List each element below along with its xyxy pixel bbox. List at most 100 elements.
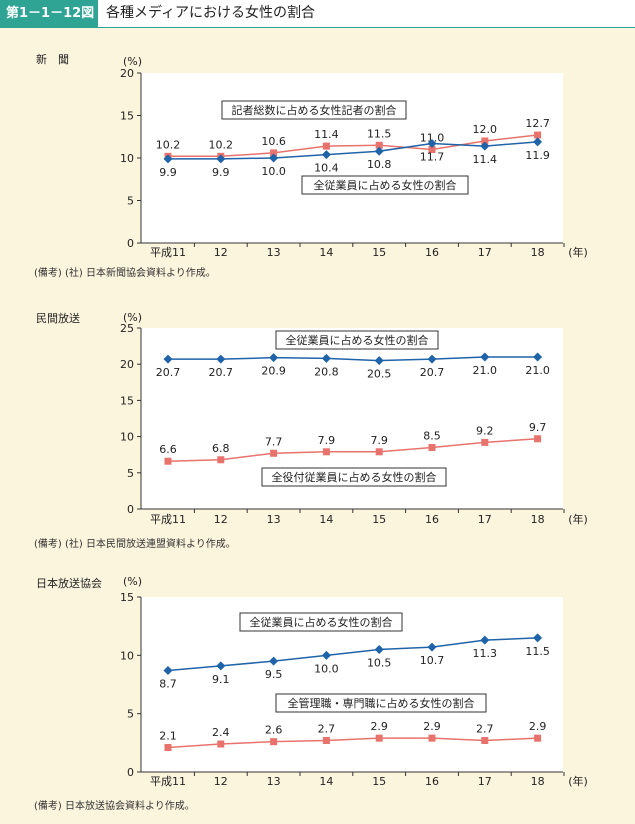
data-label: 6.8 — [212, 442, 230, 455]
data-point-diamond — [216, 154, 226, 164]
data-label: 9.7 — [529, 421, 547, 434]
chart-3-nhk: 0 5 10 15 平成11 12 13 14 15 16 17 18 (年) 8.7 9.1 9.5 10.0… — [120, 591, 588, 788]
figure-number: 第1－1－12図 — [0, 0, 98, 27]
x-tick-label: 13 — [267, 775, 281, 788]
data-label: 20.7 — [156, 366, 181, 379]
data-point-diamond — [427, 642, 437, 652]
chart-2-label: 民間放送 — [36, 312, 80, 325]
data-point-square — [270, 449, 278, 457]
series-line-1 — [168, 356, 538, 362]
data-point-diamond — [480, 635, 490, 645]
data-label: 2.6 — [265, 724, 283, 737]
y-tick-label: 10 — [120, 649, 134, 662]
data-label: 6.6 — [159, 443, 177, 456]
data-point-diamond — [163, 154, 173, 164]
callout-box — [301, 175, 469, 195]
x-tick-label: 12 — [214, 513, 228, 526]
data-point-square — [534, 131, 542, 139]
data-point-diamond — [321, 150, 331, 160]
data-label: 2.1 — [159, 730, 177, 743]
x-tick-label: 16 — [425, 513, 439, 526]
data-point-square — [164, 457, 172, 465]
data-label: 20.7 — [420, 366, 445, 379]
data-label: 9.9 — [159, 166, 177, 179]
data-label: 11.4 — [473, 153, 498, 166]
y-tick-label: 15 — [120, 591, 134, 604]
data-point-square — [270, 149, 278, 157]
x-tick-label: 14 — [319, 775, 333, 788]
data-point-diamond — [269, 656, 279, 666]
data-label: 9.1 — [212, 673, 230, 686]
data-point-square — [428, 734, 436, 742]
callout-label: 全役付従業員に占める女性の割合 — [272, 470, 437, 484]
data-label: 2.9 — [370, 720, 388, 733]
x-tick-label: 12 — [214, 246, 228, 259]
data-point-square — [481, 737, 489, 744]
data-point-diamond — [480, 141, 490, 151]
data-point-square — [481, 137, 489, 145]
data-label: 9.5 — [265, 668, 283, 681]
x-tick-label: 15 — [372, 513, 386, 526]
data-point-diamond — [533, 633, 543, 643]
data-label: 20.9 — [261, 365, 286, 378]
figure-title: 各種メディアにおける女性の割合 — [106, 5, 316, 21]
series-line-2 — [168, 141, 538, 160]
data-label: 20.8 — [314, 365, 339, 378]
chart-3-label: 日本放送協会 — [36, 577, 102, 590]
data-point-diamond — [321, 650, 331, 660]
data-label: 10.5 — [367, 657, 392, 670]
y-tick-label: 20 — [120, 67, 134, 80]
callout-label: 全従業員に占める女性の割合 — [314, 178, 457, 192]
data-point-diamond — [427, 354, 437, 364]
chart-3-note: (備考) 日本放送協会資料より作成。 — [34, 801, 195, 812]
x-tick-label: 18 — [531, 246, 545, 259]
data-label: 12.0 — [473, 123, 498, 136]
callout-label: 全従業員に占める女性の割合 — [286, 333, 429, 347]
callout-box — [275, 330, 439, 350]
data-label: 10.0 — [314, 662, 339, 675]
data-point-square — [217, 740, 225, 748]
y-tick-label: 5 — [127, 708, 134, 721]
data-point-square — [217, 456, 225, 464]
data-label: 10.4 — [314, 162, 339, 175]
callout-box — [275, 693, 487, 713]
data-label: 9.9 — [212, 166, 230, 179]
series-line-2 — [167, 737, 538, 749]
x-tick-label: 16 — [425, 246, 439, 259]
data-label: 11.3 — [473, 647, 498, 660]
data-label: 10.7 — [420, 654, 445, 667]
data-point-diamond — [163, 666, 173, 675]
x-tick-label: 17 — [478, 513, 492, 526]
chart-2-commercial-broadcast: 0 5 10 15 20 25 平成11 12 13 14 15 16 17 18 (年) 20.7 20.7 2… — [120, 322, 588, 526]
data-label: 2.7 — [476, 723, 494, 736]
data-point-square — [375, 734, 383, 742]
data-label: 9.2 — [476, 424, 494, 437]
data-label: 11.4 — [314, 128, 339, 141]
x-tick-label: 15 — [372, 246, 386, 259]
x-tick-label: 13 — [267, 246, 281, 259]
callout-label: 全管理職・専門職に占める女性の割合 — [288, 696, 475, 710]
x-tick-label: 平成11 — [150, 513, 186, 526]
x-tick-label: 18 — [531, 513, 545, 526]
x-tick-label: 18 — [531, 775, 545, 788]
data-label: 20.5 — [367, 368, 392, 381]
data-label: 11.5 — [525, 645, 550, 658]
data-point-square — [375, 141, 383, 149]
data-label: 10.2 — [156, 138, 181, 151]
data-point-diamond — [321, 353, 331, 363]
y-tick-label: 20 — [120, 358, 134, 371]
data-label: 7.9 — [318, 434, 336, 447]
data-point-square — [270, 738, 278, 746]
data-point-diamond — [269, 153, 279, 163]
figure-header: 第1－1－12図 各種メディアにおける女性の割合 — [0, 0, 635, 28]
x-tick-label: 17 — [478, 246, 492, 259]
y-tick-label: 10 — [120, 152, 134, 165]
x-tick-label: 12 — [214, 775, 228, 788]
data-label: 11.0 — [420, 132, 445, 145]
data-point-diamond — [216, 354, 226, 364]
x-axis-unit: (年) — [568, 774, 588, 788]
data-point-square — [428, 146, 436, 153]
data-point-square — [534, 435, 542, 443]
data-point-square — [322, 737, 330, 744]
x-tick-label: 15 — [372, 775, 386, 788]
